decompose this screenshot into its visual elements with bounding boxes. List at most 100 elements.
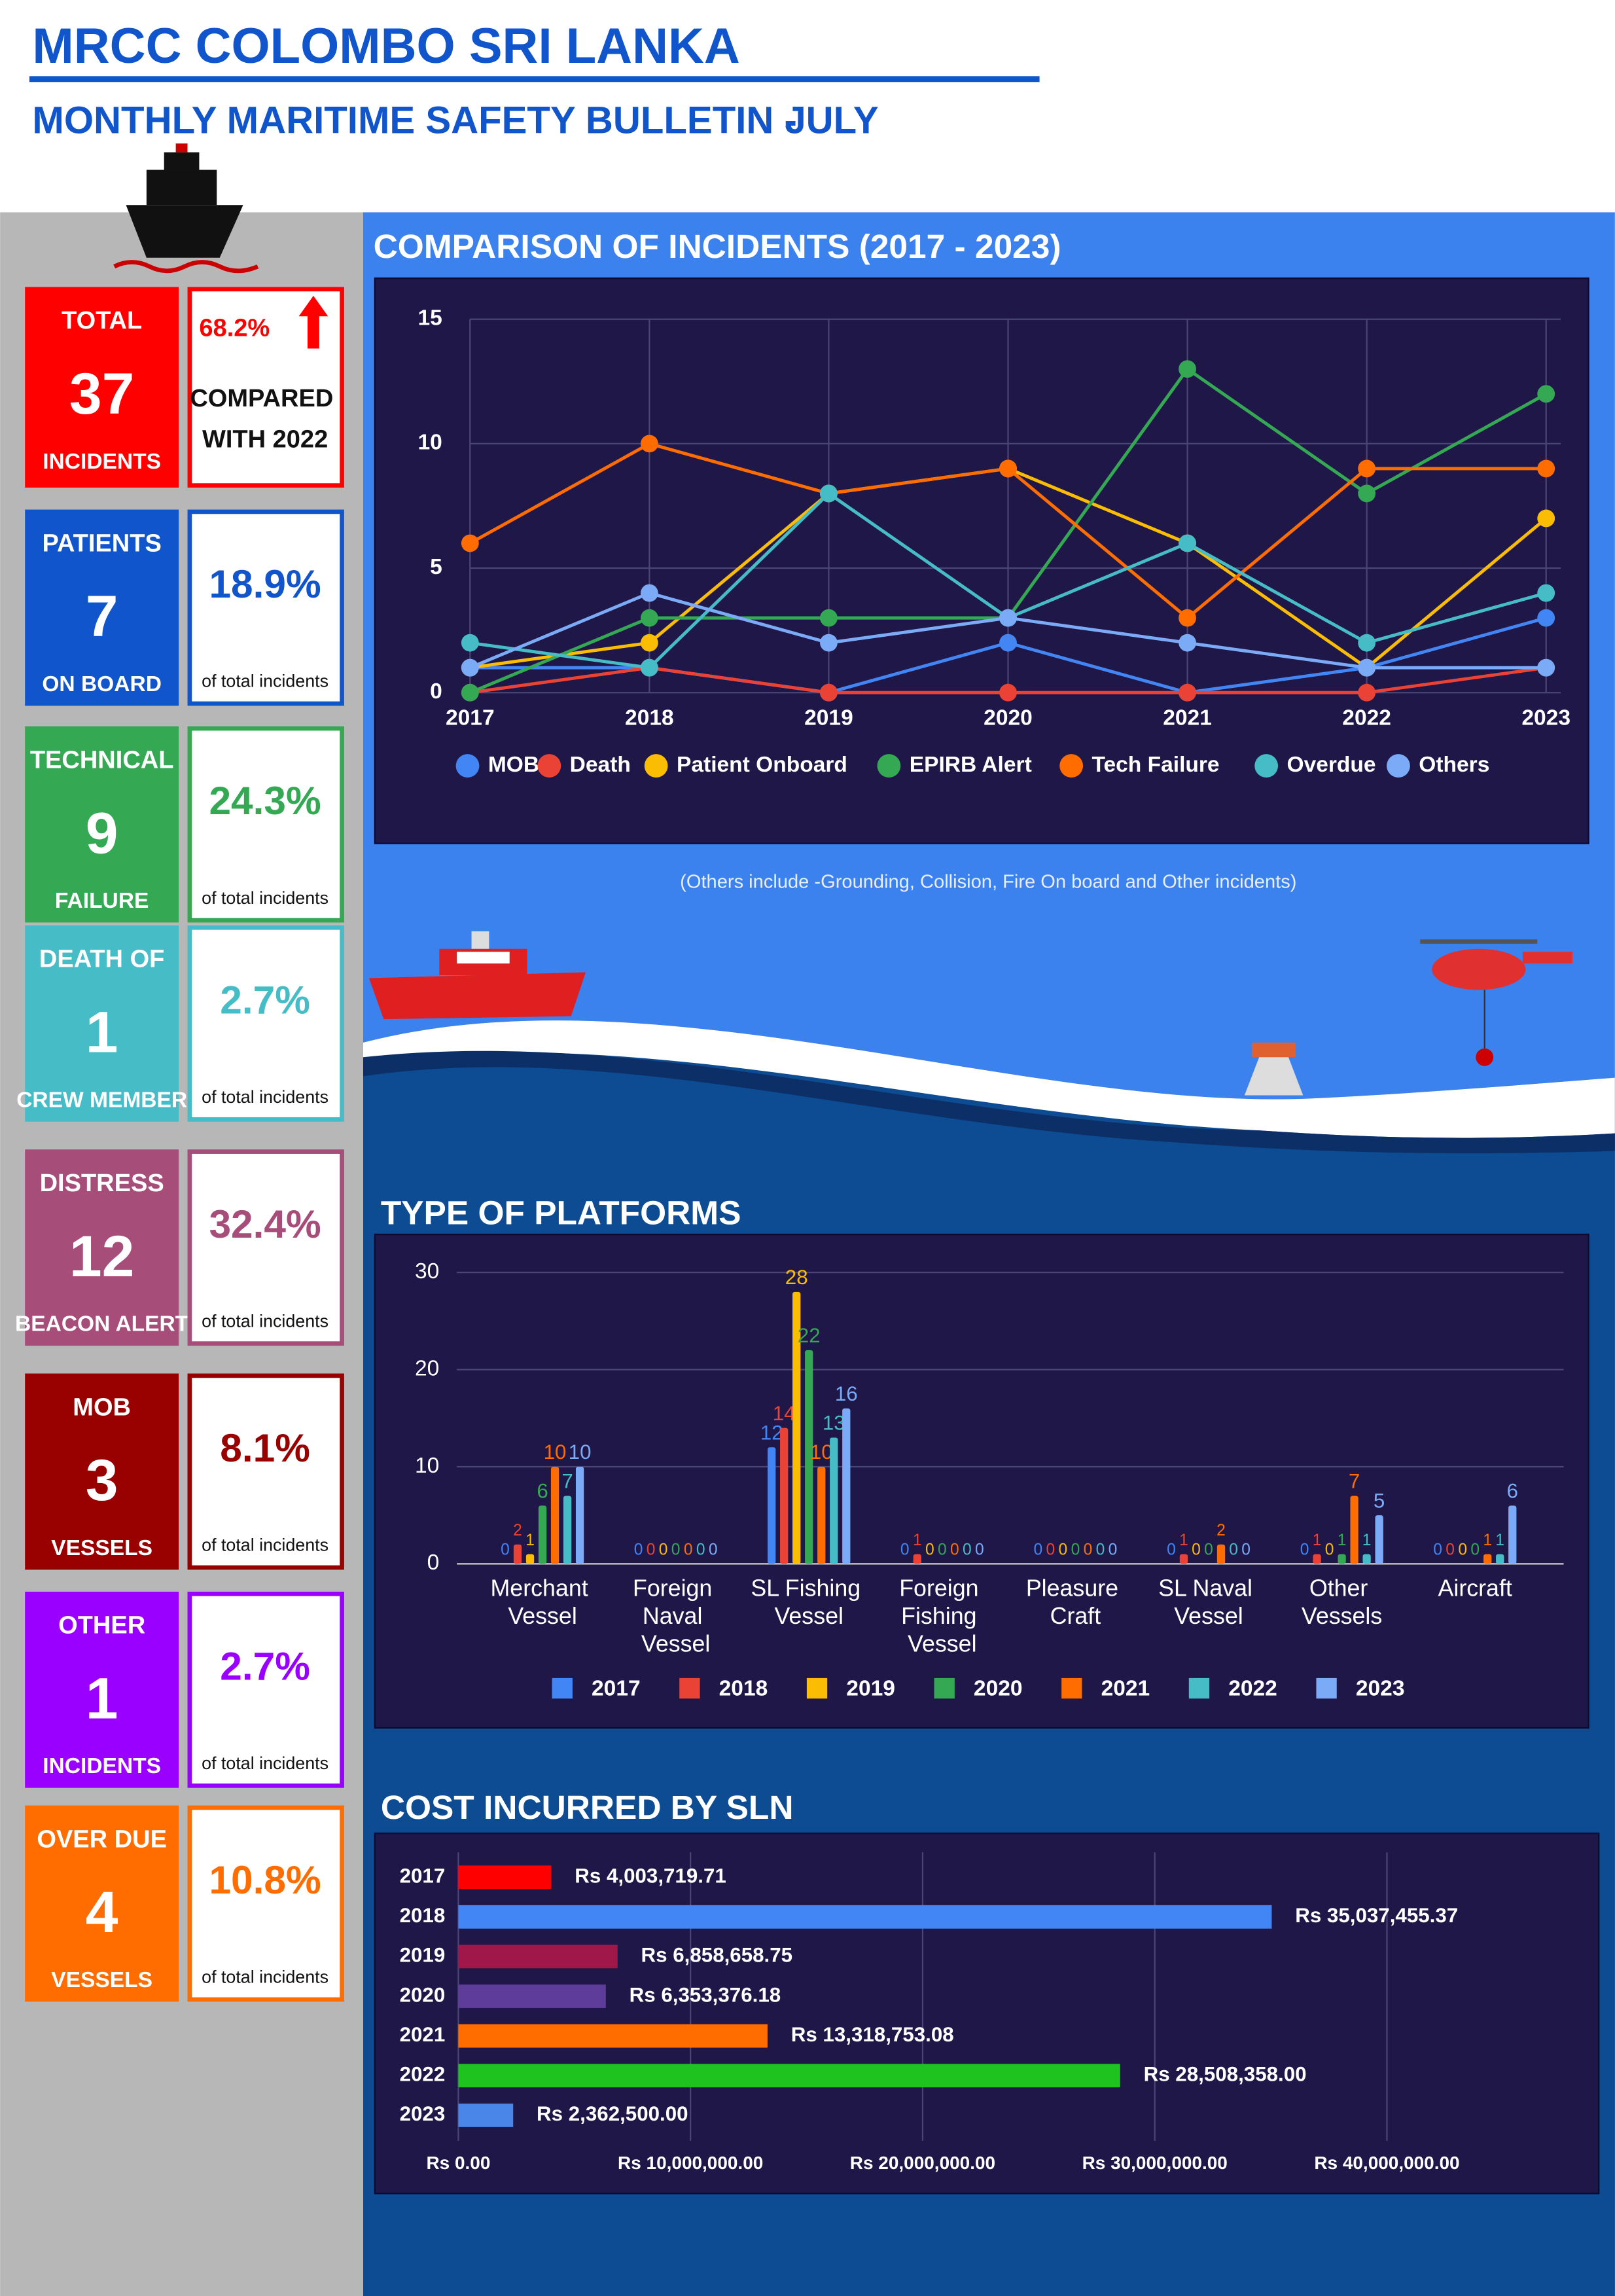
card-note: of total incidents <box>202 1535 328 1555</box>
card-number: 9 <box>86 800 118 865</box>
bar-value-label: 1 <box>1338 1532 1347 1549</box>
bar <box>458 2064 1120 2088</box>
legend-label: 2018 <box>719 1677 768 1701</box>
bar-value-label: 0 <box>1046 1541 1056 1559</box>
x-tick-label: Merchant Vessel <box>491 1575 595 1630</box>
bar-value-label: 22 <box>798 1324 821 1347</box>
x-tick-label: Rs 20,000,000.00 <box>850 2153 995 2173</box>
bar-value-label: 0 <box>938 1541 947 1559</box>
bar <box>1338 1554 1346 1564</box>
series-point <box>1179 634 1196 652</box>
bar-value-label: 0 <box>1300 1541 1309 1559</box>
legend-label: MOB <box>488 753 539 777</box>
card-number: 37 <box>69 361 135 426</box>
bar-value-label: 0 <box>925 1541 934 1559</box>
card-note: of total incidents <box>202 1967 328 1987</box>
bar <box>458 2024 768 2048</box>
series-point <box>999 459 1017 478</box>
card-number: 12 <box>69 1223 135 1289</box>
bar <box>1179 1554 1188 1564</box>
bar-value-label: 0 <box>1229 1541 1238 1559</box>
helicopter <box>1420 939 1572 1066</box>
bar-value-label: 0 <box>1192 1541 1201 1559</box>
bar-value-label: 0 <box>1071 1541 1080 1559</box>
series-point <box>820 634 838 652</box>
card-top: TOTAL <box>62 307 142 334</box>
bar-value-label: 1 <box>1495 1532 1504 1549</box>
x-tick-label: Pleasure Craft <box>1026 1575 1125 1630</box>
card-left <box>25 1149 179 1346</box>
legend-label: Patient Onboard <box>677 753 847 777</box>
bar-chart-title: TYPE OF PLATFORMS <box>381 1194 741 1232</box>
bar <box>1508 1505 1517 1564</box>
legend-marker <box>877 754 901 778</box>
card-number: 3 <box>86 1447 118 1513</box>
series-point <box>999 609 1017 627</box>
chart-note: (Others include -Grounding, Collision, F… <box>680 872 1296 893</box>
card-left <box>25 1373 179 1570</box>
bar-value-label: 0 <box>647 1541 656 1559</box>
y-tick-label: 10 <box>415 1454 439 1478</box>
bar <box>458 1905 1272 1929</box>
y-tick-label: 2023 <box>400 2102 446 2125</box>
y-tick-label: 0 <box>430 679 442 704</box>
series-point <box>461 683 479 702</box>
bar-value-label: 0 <box>1109 1541 1118 1559</box>
bar <box>768 1447 776 1564</box>
series-point <box>820 484 838 503</box>
series-point <box>1358 658 1376 677</box>
bar-value-label: Rs 6,858,658.75 <box>641 1944 793 1967</box>
bar-value-label: 0 <box>975 1541 984 1559</box>
card-note: COMPARED WITH 2022 <box>190 385 340 454</box>
series-point <box>1537 385 1555 403</box>
y-tick-label: 0 <box>427 1551 440 1575</box>
bar-value-label: Rs 35,037,455.37 <box>1295 1904 1458 1927</box>
bar-value-label: 7 <box>561 1470 573 1493</box>
x-tick-label: Rs 30,000,000.00 <box>1082 2153 1228 2173</box>
subtitle: MONTHLY MARITIME SAFETY BULLETIN - <box>32 99 797 141</box>
bar <box>538 1505 547 1564</box>
x-tick-label: Rs 10,000,000.00 <box>618 2153 763 2173</box>
card-note: of total incidents <box>202 1311 328 1331</box>
legend-marker <box>806 1677 828 1699</box>
cost-chart-title: COST INCURRED BY SLN <box>381 1788 794 1826</box>
card-percent: 2.7% <box>220 1643 310 1688</box>
bar-value-label: 0 <box>1204 1541 1213 1559</box>
legend-label: Tech Failure <box>1091 753 1219 777</box>
series-point <box>999 683 1017 702</box>
bar-value-label: 0 <box>1458 1541 1467 1559</box>
card-percent: 68.2% <box>199 314 270 342</box>
bar-value-label: 1 <box>525 1532 535 1549</box>
series-point <box>820 609 838 627</box>
card-bottom: VESSELS <box>51 1968 152 1992</box>
card-top: OVER DUE <box>37 1825 167 1853</box>
series-point <box>640 634 658 652</box>
bar-value-label: 0 <box>1433 1541 1442 1559</box>
bar <box>458 2104 514 2127</box>
bar <box>525 1554 535 1564</box>
line-chart-panel <box>374 277 1589 844</box>
series-point <box>1179 683 1196 702</box>
bar-value-label: 13 <box>823 1412 845 1435</box>
x-tick-label: SL Naval Vessel <box>1158 1575 1259 1630</box>
series-point <box>1358 683 1376 702</box>
legend-marker <box>537 754 561 778</box>
legend-marker <box>1061 1677 1082 1699</box>
y-tick-label: 30 <box>415 1259 439 1283</box>
card-left <box>25 509 179 706</box>
card-bottom: FAILURE <box>55 889 149 913</box>
card-left <box>25 287 179 488</box>
card-percent: 18.9% <box>209 562 321 606</box>
card-bottom: INCIDENTS <box>43 1754 161 1778</box>
bar-value-label: 10 <box>544 1441 567 1463</box>
bar <box>830 1437 838 1564</box>
card-right <box>187 509 344 706</box>
legend-label: 2017 <box>592 1677 641 1701</box>
legend-label: EPIRB Alert <box>910 753 1032 777</box>
card-right <box>187 1149 344 1346</box>
bar-value-label: 0 <box>709 1541 718 1559</box>
bar-value-label: 0 <box>1167 1541 1176 1559</box>
bar <box>1313 1554 1321 1564</box>
card-bottom: ON BOARD <box>42 672 162 696</box>
x-tick-label: 2017 <box>446 706 495 730</box>
